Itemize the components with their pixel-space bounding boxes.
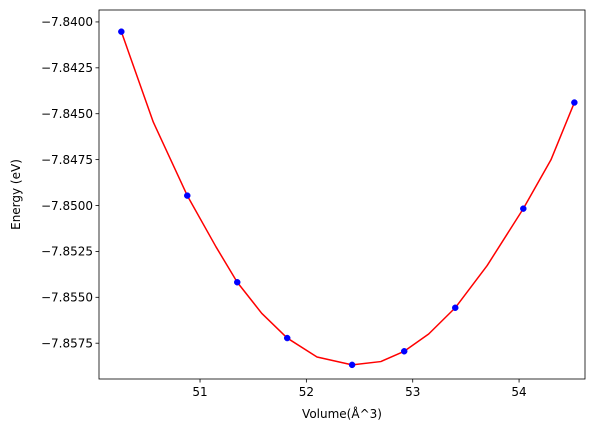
y-tick-label: −7.8550 bbox=[41, 291, 93, 305]
plot-area bbox=[118, 28, 578, 369]
data-point bbox=[348, 361, 356, 369]
x-tick-label: 53 bbox=[405, 385, 420, 399]
data-point bbox=[520, 205, 527, 212]
data-point bbox=[452, 304, 459, 312]
data-point bbox=[118, 28, 125, 35]
axes-frame bbox=[98, 9, 586, 380]
y-tick-label: −7.8525 bbox=[41, 245, 93, 259]
x-tick-label: 52 bbox=[299, 385, 314, 399]
y-tick-label: −7.8575 bbox=[41, 337, 93, 351]
x-tick-label: 54 bbox=[511, 385, 526, 399]
data-point bbox=[234, 279, 241, 286]
x-tick-label: 51 bbox=[192, 385, 207, 399]
y-tick-label: −7.8500 bbox=[41, 199, 93, 213]
y-tick-label: −7.8400 bbox=[41, 15, 93, 29]
data-point bbox=[400, 348, 408, 355]
y-tick-label: −7.8425 bbox=[41, 61, 93, 75]
y-tick-label: −7.8475 bbox=[41, 153, 93, 167]
data-point bbox=[283, 334, 291, 342]
axes: 51 52 53 54 −7.8400 −7.8425 −7.8450 −7.8475 −7.8… bbox=[41, 9, 586, 399]
x-axis-label: Volume(Å^3) bbox=[302, 406, 382, 421]
data-point bbox=[571, 99, 578, 106]
y-axis-label: Energy (eV) bbox=[9, 159, 23, 230]
data-point bbox=[184, 192, 191, 199]
y-tick-label: −7.8450 bbox=[41, 107, 93, 121]
